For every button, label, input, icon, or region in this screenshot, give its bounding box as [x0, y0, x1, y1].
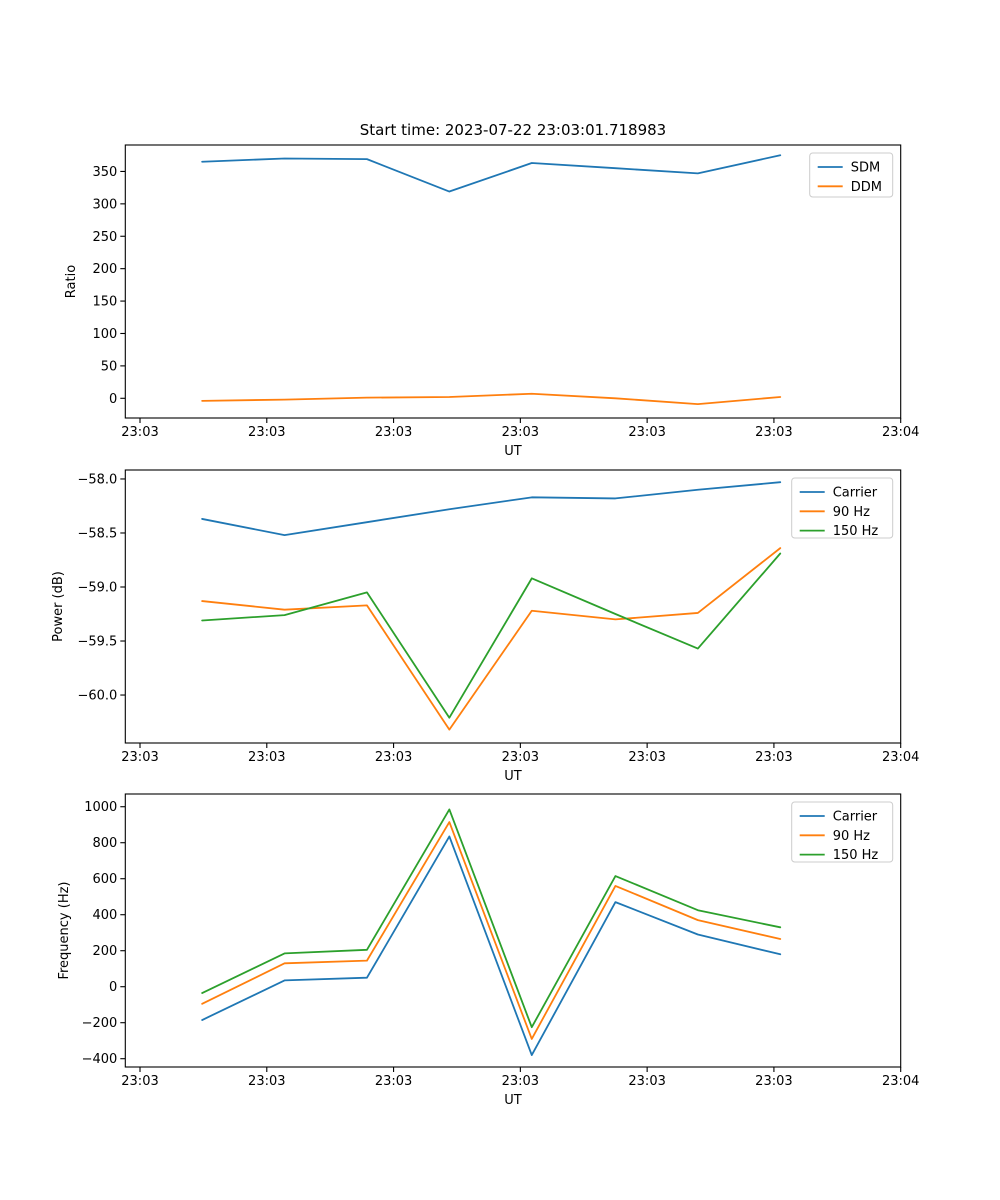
axes-frame	[124, 469, 902, 744]
series-line-sdm	[201, 154, 782, 193]
chart-panel-2: 23:03 23:03 23:03 23:03 23:03 23:03 23:04 −60.0…	[51, 469, 919, 784]
chart-panel-1: 23:03 23:03 23:03 23:03 23:03 23:03 23:04 0 50 10…	[64, 144, 919, 459]
y-tick-label: −58.5	[77, 526, 117, 541]
y-tick-label: 0	[109, 980, 117, 995]
legend: Carrier 90 Hz 150 Hz	[791, 477, 894, 539]
x-tick-label: 23:03	[755, 750, 792, 765]
x-tick-label: 23:03	[755, 1074, 792, 1089]
series-line-90-hz	[201, 821, 782, 1040]
y-tick-label: 800	[92, 836, 117, 851]
y-tick-label: 350	[92, 165, 117, 180]
y-axis-label: Power (dB)	[51, 571, 66, 642]
series-line-90-hz	[201, 547, 782, 731]
legend-label-90-hz: 90 Hz	[833, 829, 870, 844]
x-tick-label: 23:03	[628, 425, 665, 440]
y-axis-label: Ratio	[64, 265, 79, 298]
figure-title: Start time: 2023-07-22 23:03:01.718983	[359, 121, 667, 139]
y-tick-label: 250	[92, 230, 117, 245]
x-tick-label: 23:03	[248, 1074, 285, 1089]
y-tick-label: 300	[92, 197, 117, 212]
x-tick-label: 23:03	[121, 750, 158, 765]
series-line-150-hz	[201, 808, 782, 1029]
y-axis-label: Frequency (Hz)	[57, 881, 72, 979]
y-tick-label: −200	[82, 1016, 118, 1031]
series-line-carrier	[201, 481, 782, 537]
axes-frame	[124, 144, 902, 419]
y-tick-label: −60.0	[77, 689, 117, 704]
x-tick-label: 23:03	[248, 425, 285, 440]
legend-label-sdm: SDM	[851, 161, 880, 176]
series-line-carrier	[201, 835, 782, 1057]
x-tick-label: 23:03	[628, 1074, 665, 1089]
legend-label-90-hz: 90 Hz	[833, 505, 870, 520]
y-tick-label: 1000	[84, 800, 117, 815]
x-tick-label: 23:03	[375, 750, 412, 765]
y-tick-label: −59.5	[77, 635, 117, 650]
x-tick-label: 23:04	[882, 425, 919, 440]
x-axis-label: UT	[504, 769, 522, 784]
x-axis-label: UT	[504, 444, 522, 459]
x-tick-label: 23:04	[882, 750, 919, 765]
y-tick-label: −400	[82, 1052, 118, 1067]
x-tick-label: 23:03	[375, 1074, 412, 1089]
x-tick-label: 23:03	[502, 425, 539, 440]
legend-label-carrier: Carrier	[833, 486, 878, 501]
y-tick-label: 0	[109, 392, 117, 407]
y-tick-label: 150	[92, 295, 117, 310]
y-tick-label: 600	[92, 872, 117, 887]
legend: Carrier 90 Hz 150 Hz	[791, 801, 894, 863]
x-tick-label: 23:04	[882, 1074, 919, 1089]
y-tick-label: −59.0	[77, 581, 117, 596]
y-tick-label: 50	[101, 359, 118, 374]
x-tick-label: 23:03	[121, 425, 158, 440]
x-tick-label: 23:03	[375, 425, 412, 440]
legend-frame	[791, 477, 894, 539]
y-tick-label: 200	[92, 944, 117, 959]
y-tick-label: −58.0	[77, 472, 117, 487]
series-line-ddm	[201, 392, 782, 406]
y-tick-label: 200	[92, 262, 117, 277]
axes-frame	[124, 793, 902, 1068]
x-axis-label: UT	[504, 1093, 522, 1108]
legend-label-150-hz: 150 Hz	[833, 524, 879, 539]
x-tick-label: 23:03	[121, 1074, 158, 1089]
x-tick-label: 23:03	[502, 750, 539, 765]
chart-panel-3: 23:03 23:03 23:03 23:03 23:03 23:03 23:04 −400 −…	[57, 793, 919, 1108]
legend-label-ddm: DDM	[851, 180, 882, 195]
legend-label-carrier: Carrier	[833, 810, 878, 825]
legend-frame	[791, 801, 894, 863]
y-tick-label: 400	[92, 908, 117, 923]
x-tick-label: 23:03	[248, 750, 285, 765]
series-line-150-hz	[201, 552, 782, 719]
x-tick-label: 23:03	[502, 1074, 539, 1089]
legend: SDM DDM	[809, 152, 894, 198]
x-tick-label: 23:03	[755, 425, 792, 440]
legend-label-150-hz: 150 Hz	[833, 848, 879, 863]
x-tick-label: 23:03	[628, 750, 665, 765]
y-tick-label: 100	[92, 327, 117, 342]
